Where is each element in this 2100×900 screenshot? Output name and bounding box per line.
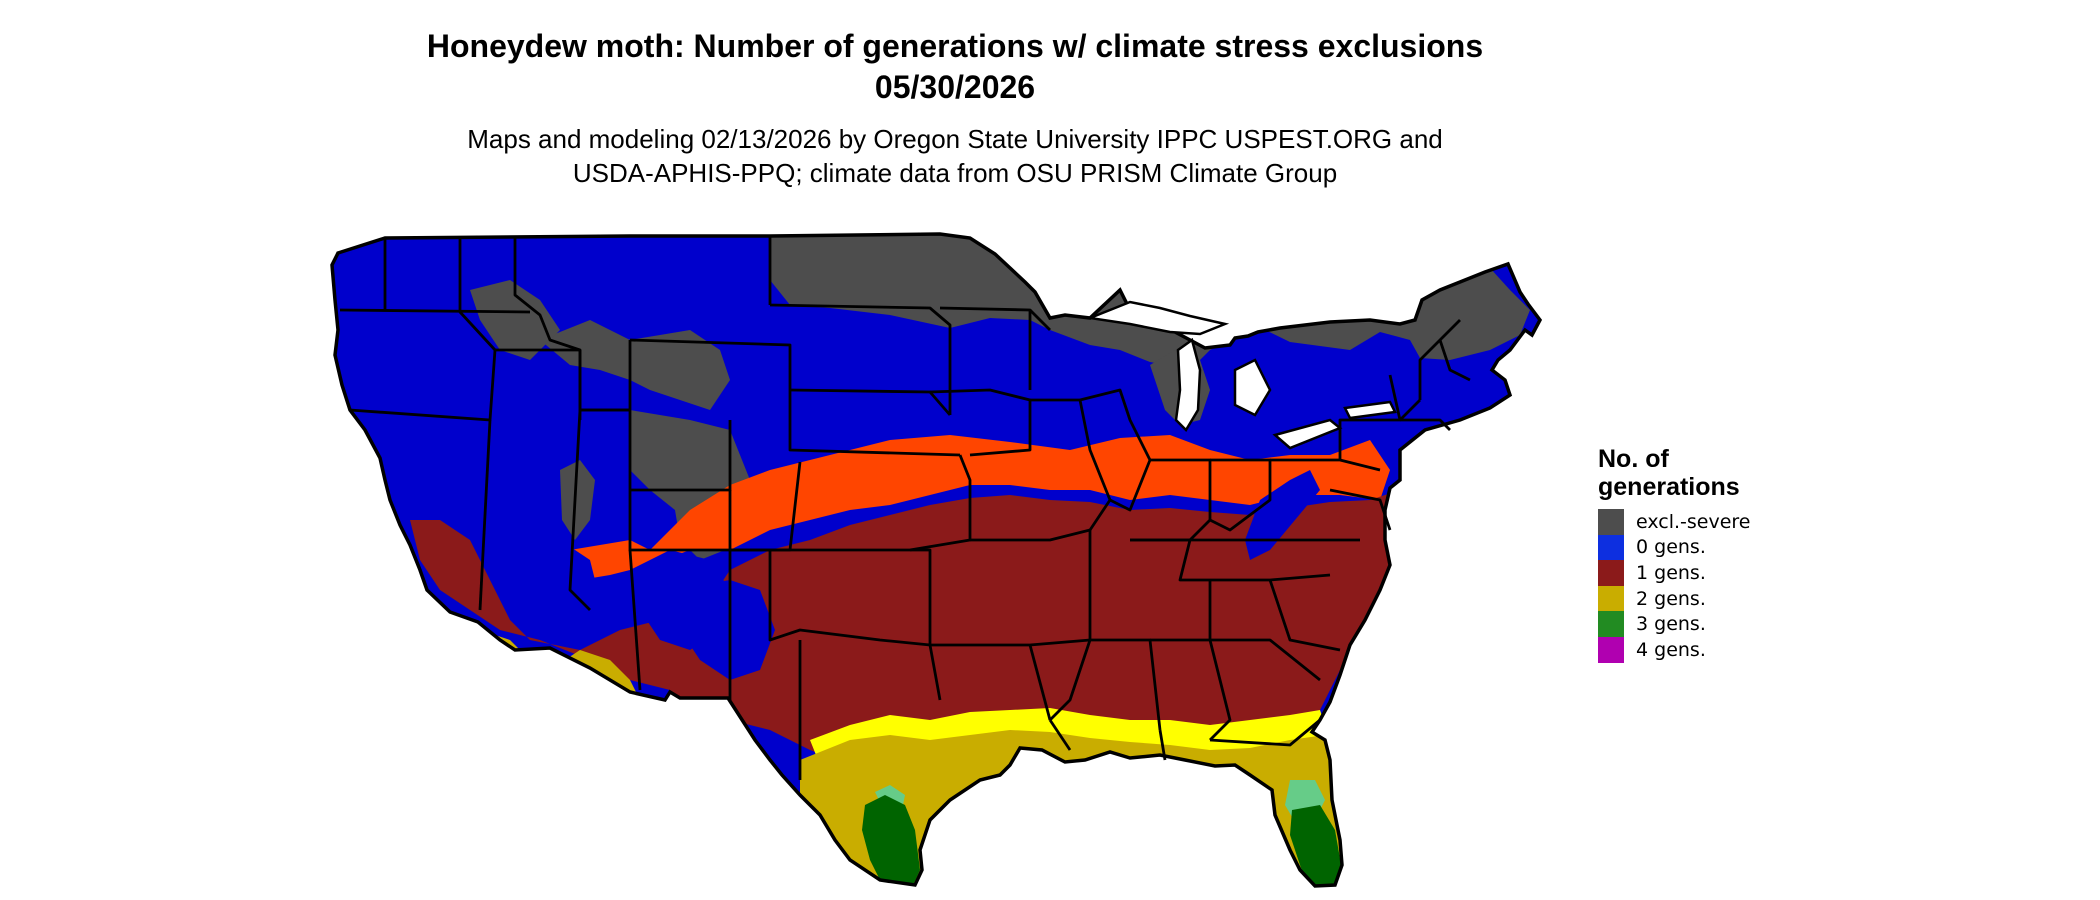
legend-swatch xyxy=(1598,611,1624,637)
legend-title-line-2: generations xyxy=(1598,473,1740,501)
subtitle-line-1: Maps and modeling 02/13/2026 by Oregon S… xyxy=(467,124,1443,154)
zone-excluded-north-central xyxy=(770,234,1530,370)
legend-swatch xyxy=(1598,636,1624,663)
lake-erie xyxy=(1272,418,1343,450)
zone-zero-gens-nm xyxy=(670,580,775,680)
legend-item-zero-gens: 0 gens. xyxy=(1598,534,1751,561)
legend-label: excl.-severe xyxy=(1636,510,1751,533)
great-lakes xyxy=(1085,300,1397,450)
legend-label: 4 gens. xyxy=(1636,638,1706,661)
zone-one-gen-margin xyxy=(570,435,1390,580)
zone-excluded-wasatch xyxy=(560,460,595,540)
subtitle-line-2: USDA-APHIS-PPQ; climate data from OSU PR… xyxy=(572,158,1338,188)
lake-ontario xyxy=(1343,400,1397,420)
zone-one-gen xyxy=(410,490,1400,765)
legend-label: 3 gens. xyxy=(1636,613,1706,636)
zone-excluded-idaho xyxy=(470,280,560,360)
legend-item-one-gen: 1 gens. xyxy=(1598,560,1751,586)
state-boundaries xyxy=(339,236,1471,780)
legend-item-two-gens: 2 gens. xyxy=(1598,585,1751,612)
zone-three-gen-tx xyxy=(862,795,920,886)
legend-swatch xyxy=(1598,585,1624,612)
us-generations-map xyxy=(330,232,1543,888)
legend: No. of generations excl.-severe 0 gens. … xyxy=(1598,445,1751,663)
legend-swatch xyxy=(1598,534,1624,561)
legend-title-line-1: No. of xyxy=(1598,445,1669,473)
legend-swatch xyxy=(1598,509,1624,535)
title-line-1: Honeydew moth: Number of generations w/ … xyxy=(426,28,1484,64)
legend-items: excl.-severe 0 gens. 1 gens. 2 gens. 3 g… xyxy=(1598,509,1751,663)
legend-swatch xyxy=(1598,560,1624,586)
legend-title: No. of generations xyxy=(1598,445,1751,501)
chart-subtitle: Maps and modeling 02/13/2026 by Oregon S… xyxy=(0,122,1910,190)
legend-item-four-gens: 4 gens. xyxy=(1598,636,1751,663)
legend-label: 1 gens. xyxy=(1636,561,1706,584)
title-line-2: 05/30/2026 xyxy=(874,69,1036,105)
lake-superior xyxy=(1085,300,1230,336)
lake-huron xyxy=(1233,358,1272,417)
chart-title: Honeydew moth: Number of generations w/ … xyxy=(0,26,1910,108)
legend-label: 2 gens. xyxy=(1636,587,1706,610)
legend-label: 0 gens. xyxy=(1636,536,1706,559)
us-outline xyxy=(330,232,1543,888)
legend-item-three-gens: 3 gens. xyxy=(1598,611,1751,637)
lake-michigan xyxy=(1174,337,1202,433)
legend-item-excluded: excl.-severe xyxy=(1598,509,1751,535)
zone-zero-gens-appalachia xyxy=(1245,470,1320,560)
